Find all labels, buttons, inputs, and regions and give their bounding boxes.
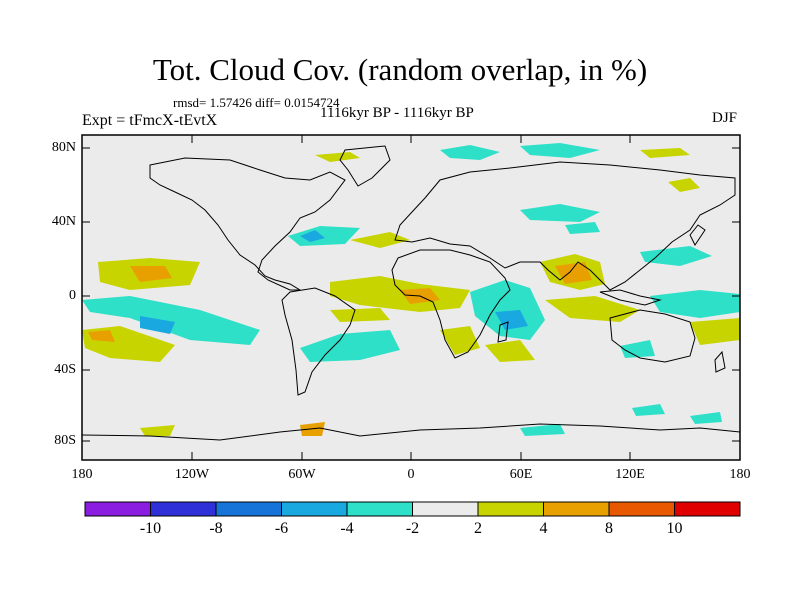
field-asia-2 — [565, 222, 600, 234]
lat-label-40s: 40S — [54, 362, 76, 377]
coast-south-america — [281, 287, 356, 396]
coast-antarctica — [81, 423, 741, 441]
field-wp-1 — [650, 290, 740, 318]
lon-label-180e: 180 — [729, 467, 751, 482]
colorbar-swatch — [477, 501, 544, 517]
field-aus-1 — [620, 340, 655, 358]
coast-greenland — [339, 145, 391, 187]
lat-label-0: 0 — [69, 288, 76, 303]
colorbar-swatch — [608, 501, 675, 517]
colorbar-swatch — [346, 501, 413, 517]
coast-eurasia — [394, 161, 736, 291]
field-so-3 — [632, 404, 665, 416]
colorbar-swatch — [84, 501, 151, 517]
field-so-1 — [140, 425, 175, 436]
field-arctic-1 — [440, 145, 500, 160]
colorbar-label: 4 — [539, 520, 548, 537]
map-title: Tot. Cloud Cov. (random overlap, in %) — [152, 52, 648, 87]
field-io-4 — [485, 340, 535, 362]
lat-label-80n: 80N — [51, 140, 76, 155]
colorbar-label: -2 — [405, 520, 420, 537]
field-io-3 — [440, 326, 480, 355]
anomaly-fields — [82, 143, 740, 436]
colorbar-label: 2 — [474, 520, 482, 537]
field-spac-4 — [88, 330, 115, 342]
lat-label-40n: 40N — [51, 214, 76, 229]
colorbar-label: -10 — [139, 520, 162, 537]
colorbar — [84, 501, 741, 517]
coastlines — [81, 145, 741, 441]
lon-label-180w: 180 — [71, 467, 93, 482]
field-arctic-3 — [315, 152, 360, 162]
field-arctic-2 — [520, 143, 600, 158]
colorbar-label: -8 — [209, 520, 223, 537]
field-natl-3 — [350, 232, 410, 248]
field-natl-2 — [300, 230, 325, 242]
field-nepac-2 — [640, 246, 712, 266]
experiment-label: Expt = tFmcX-tEvtX — [82, 112, 218, 129]
field-bob-2 — [555, 262, 592, 284]
field-arctic-4 — [640, 148, 690, 158]
field-wp-2 — [690, 318, 740, 345]
coast-australia — [609, 309, 696, 363]
field-etp-2 — [130, 266, 172, 282]
field-io-2 — [495, 310, 528, 330]
field-satl-1 — [300, 330, 400, 362]
colorbar-label: 8 — [605, 520, 613, 537]
field-asia-1 — [520, 204, 600, 222]
colorbar-label: -4 — [340, 520, 354, 537]
colorbar-swatch — [674, 501, 741, 517]
field-natl-1 — [288, 226, 360, 246]
colorbar-swatch — [215, 501, 282, 517]
field-nepac-1 — [668, 178, 700, 192]
stats-line: rmsd= 1.57426 diff= 0.0154724 — [173, 95, 340, 110]
lon-ticks — [81, 135, 741, 460]
lon-label-60w: 60W — [288, 467, 316, 482]
coast-indonesia — [599, 289, 662, 306]
colorbar-swatch — [412, 501, 479, 517]
colorbar-label: -6 — [274, 520, 289, 537]
period-label: 1116kyr BP - 1116kyr BP — [320, 105, 474, 121]
field-so-5 — [520, 424, 565, 436]
lat-ticks — [82, 147, 740, 442]
field-atl-1 — [330, 276, 470, 312]
lat-label-80s: 80S — [54, 433, 76, 448]
coast-africa — [391, 249, 511, 359]
coast-north-america — [149, 157, 346, 291]
field-bob-3 — [545, 296, 640, 322]
colorbar-swatch — [150, 501, 217, 517]
coast-madagascar — [497, 321, 509, 343]
field-spac-2 — [140, 316, 175, 334]
lon-label-120w: 120W — [174, 467, 210, 482]
colorbar-swatch — [543, 501, 610, 517]
coast-nz — [714, 350, 726, 373]
field-satl-2 — [330, 308, 390, 322]
lon-label-0: 0 — [407, 467, 415, 482]
colorbar-swatch — [281, 501, 348, 517]
field-spac-1 — [82, 296, 260, 345]
field-so-4 — [690, 412, 722, 424]
lon-label-60e: 60E — [509, 467, 533, 482]
season-label: DJF — [712, 110, 738, 126]
colorbar-label: 10 — [666, 520, 683, 537]
lon-label-120e: 120E — [615, 467, 645, 482]
coast-japan — [689, 224, 706, 246]
